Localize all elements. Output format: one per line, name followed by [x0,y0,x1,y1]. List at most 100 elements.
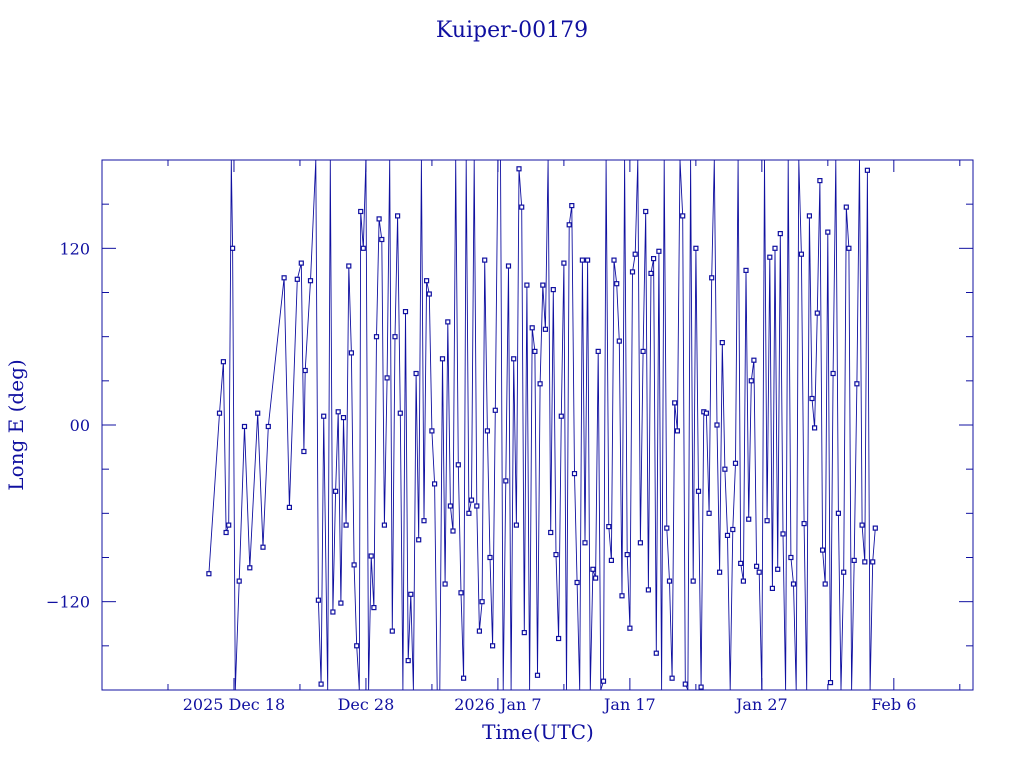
data-point [830,370,836,377]
data-point [555,635,562,642]
data-point [476,628,482,634]
data-point [629,269,636,275]
data-point [376,216,382,222]
data-point [318,681,324,687]
data-point [301,448,307,455]
data-point [743,267,749,273]
data-point [592,575,599,581]
data-point [516,166,522,172]
data-point [664,525,670,531]
data-point [569,203,575,209]
data-point [584,257,591,263]
x-tick-label: Dec 28 [338,695,395,714]
data-point [330,609,336,615]
data-point [286,504,292,510]
data-point [772,245,778,251]
data-point [746,516,752,522]
data-point [732,460,739,466]
data-point [445,319,451,325]
data-point [397,410,403,416]
data-point [780,531,786,537]
data-point [298,260,304,266]
data-point [775,566,781,572]
data-point [653,650,659,656]
data-point [381,522,387,528]
data-point [843,204,849,210]
series-line [208,160,876,690]
data-point [220,359,226,365]
data-point [260,544,266,550]
data-point [756,569,762,575]
data-point [474,503,480,509]
data-point [730,526,736,533]
data-point [608,557,615,564]
data-point [395,213,401,219]
chart-title: Kuiper-00179 [436,18,588,43]
data-point [466,510,472,516]
data-point [442,581,448,587]
data-point [751,357,757,363]
data-point [740,578,747,584]
data-point [338,600,344,606]
data-point [450,528,456,534]
x-tick-label: Feb 6 [871,695,916,714]
data-point [870,559,876,565]
data-point [346,263,352,269]
data-point [722,466,728,472]
data-point [424,278,430,284]
data-point [458,590,464,596]
data-point [432,481,438,487]
data-point [405,657,411,664]
data-point [389,628,395,634]
data-point [513,522,520,528]
data-point [640,348,646,354]
data-point [798,251,805,257]
data-point [777,231,783,237]
data-point [519,204,525,210]
data-point [335,409,341,415]
data-point [846,245,852,251]
data-point [801,520,807,527]
data-point [429,428,435,434]
data-point [566,222,572,228]
data-point [606,523,612,530]
data-point [648,270,654,276]
data-point [343,522,349,528]
data-point [408,591,414,597]
data-point [814,310,820,316]
data-point [709,275,715,281]
data-point [373,334,380,340]
data-point [553,551,559,558]
data-point [669,675,675,681]
x-tick-label: Jan 27 [734,695,788,714]
data-point [265,423,271,430]
data-point [693,245,699,251]
data-point [851,557,857,564]
data-point [637,540,644,546]
data-point [532,348,538,354]
data-point [558,413,564,419]
data-point [864,167,871,173]
data-point [333,488,339,494]
data-point [479,599,485,605]
data-point [656,248,662,254]
data-point [455,462,461,468]
data-point [561,260,567,266]
data-point [540,282,546,288]
data-point [719,340,725,346]
data-point [817,178,823,184]
data-series [206,160,878,690]
data-point [255,410,261,416]
data-point [482,257,488,263]
data-point [371,604,377,611]
data-point [872,525,878,531]
data-point [645,587,652,593]
data-point [819,547,826,553]
data-point [384,375,390,381]
data-point [590,566,596,572]
y-tick-label: 00 [70,416,90,435]
data-point [542,326,549,332]
data-point [223,529,229,536]
data-point [738,560,744,567]
